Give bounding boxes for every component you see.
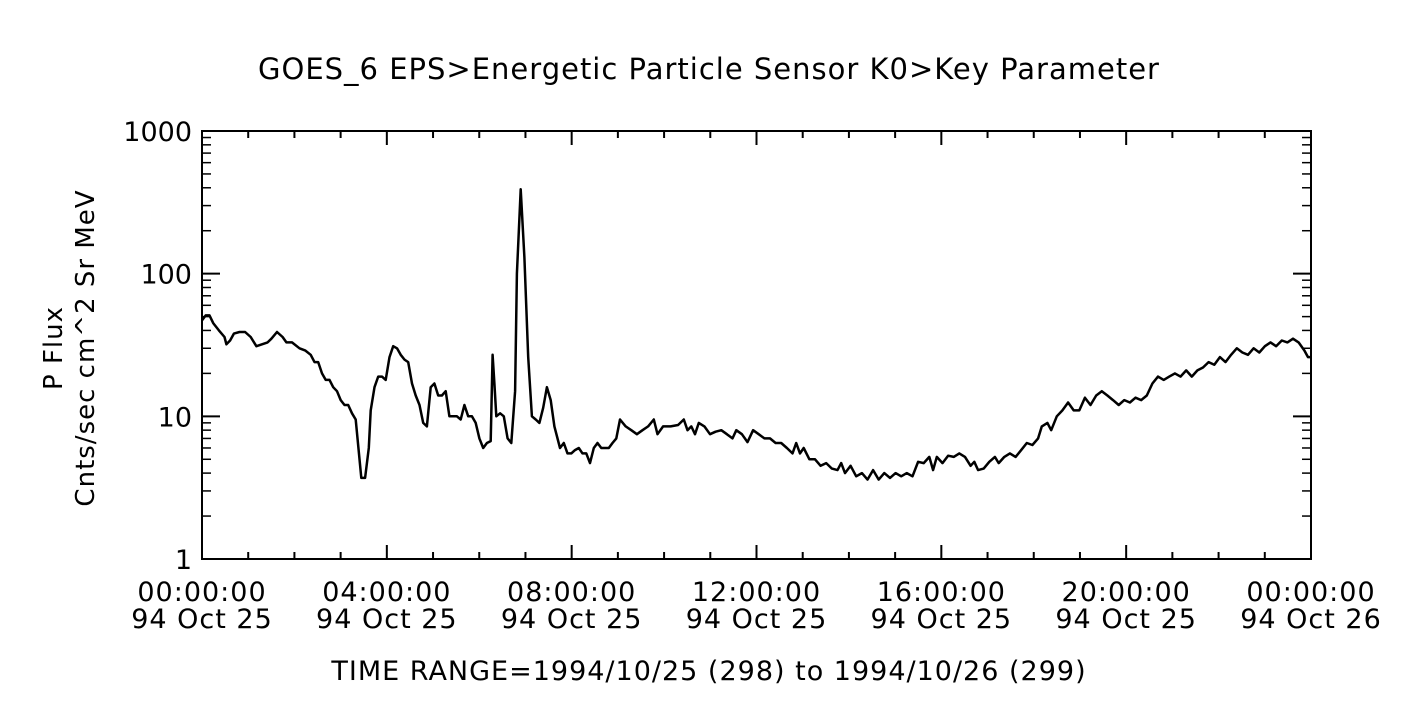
x-tick-label-date: 94 Oct 25 — [501, 604, 643, 635]
x-tick-label-time: 16:00:00 — [877, 577, 1006, 608]
x-tick-label-date: 94 Oct 26 — [1240, 604, 1382, 635]
x-tick-label-time: 12:00:00 — [692, 577, 821, 608]
x-tick-label-time: 04:00:00 — [322, 577, 451, 608]
x-tick-label-date: 94 Oct 25 — [686, 604, 828, 635]
x-tick-label-date: 94 Oct 25 — [131, 604, 273, 635]
x-tick-label-time: 00:00:00 — [137, 577, 266, 608]
x-tick-label-time: 08:00:00 — [507, 577, 636, 608]
y-tick-label: 10 — [158, 402, 192, 433]
x-tick-label-date: 94 Oct 25 — [1055, 604, 1197, 635]
plot-frame — [201, 130, 1312, 560]
x-tick-label-date: 94 Oct 25 — [871, 604, 1013, 635]
x-tick-label-date: 94 Oct 25 — [316, 604, 458, 635]
axes-frame — [201, 130, 1312, 560]
y-tick-label: 1 — [175, 545, 192, 576]
x-tick-label-time: 20:00:00 — [1062, 577, 1191, 608]
chart-title: GOES_6 EPS>Energetic Particle Sensor K0>… — [258, 52, 1160, 86]
x-tick-label-time: 00:00:00 — [1246, 577, 1375, 608]
y-tick-label: 1000 — [123, 117, 192, 148]
y-tick-label: 100 — [140, 260, 192, 291]
flux-series-line — [200, 188, 1311, 481]
y-ticks: 1 10 100 1000 — [123, 117, 1311, 576]
time-range-footer: TIME RANGE=1994/10/25 (298) to 1994/10/2… — [331, 656, 1087, 687]
